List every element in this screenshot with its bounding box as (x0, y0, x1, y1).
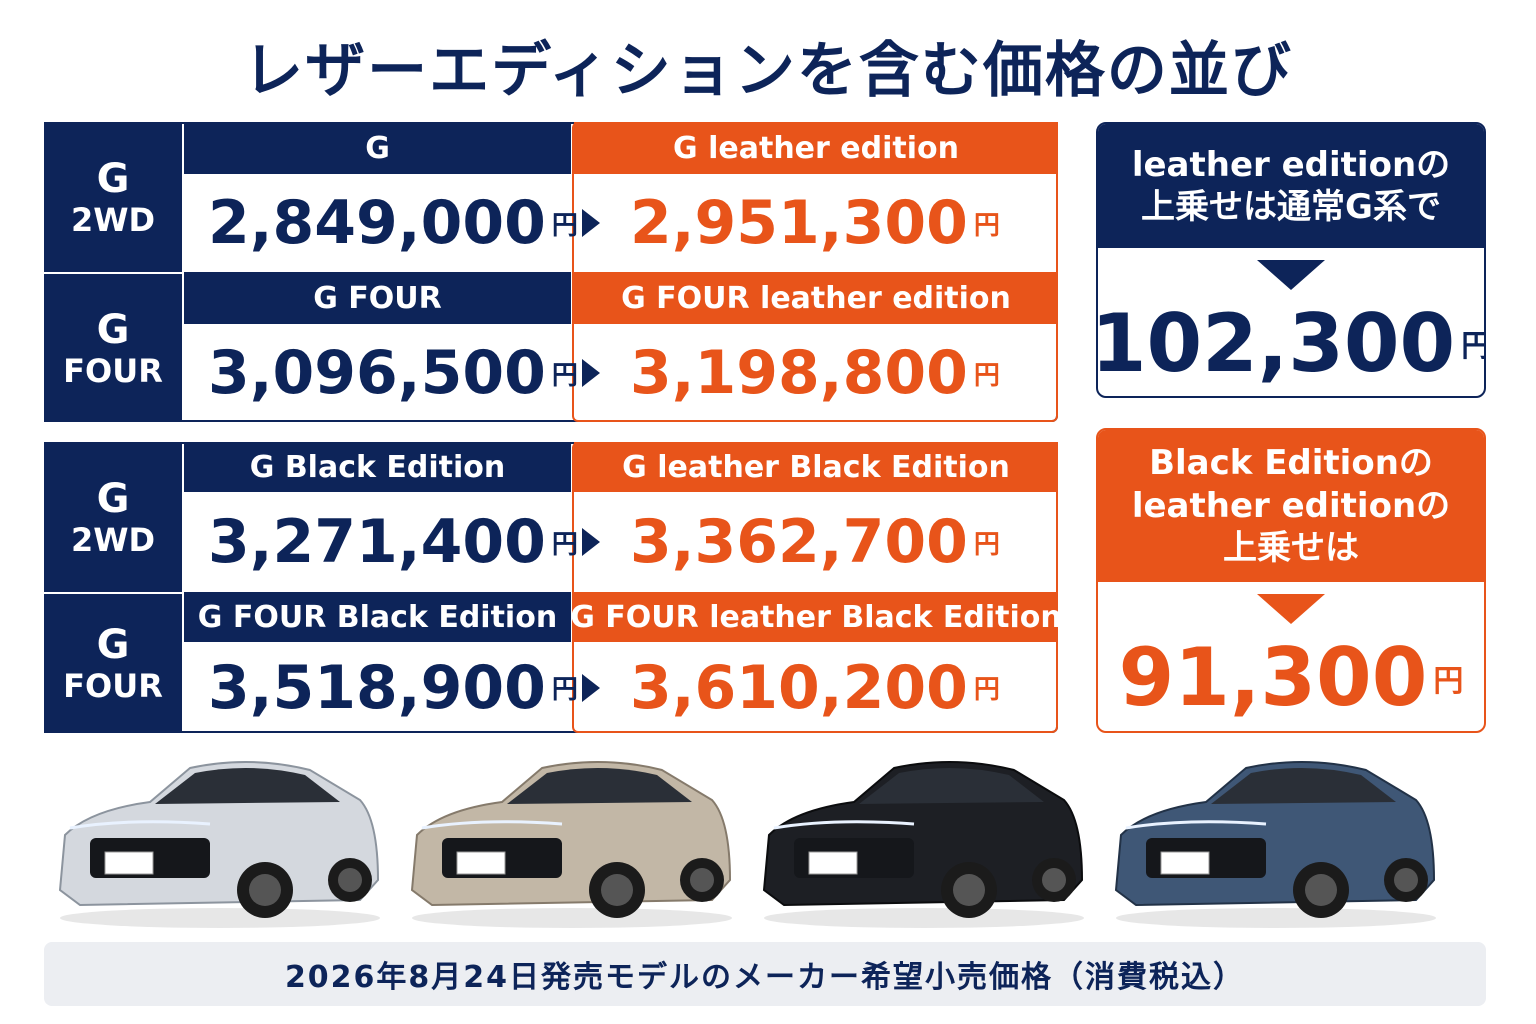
car-part (1394, 868, 1418, 892)
car-part (1160, 851, 1210, 875)
arrow (582, 209, 600, 237)
car-part (1125, 820, 1267, 830)
price-unit: 円 (973, 210, 1000, 241)
row-label-line: G (96, 475, 130, 522)
car-part (155, 767, 340, 804)
price-unit: 円 (551, 360, 578, 391)
car-part (249, 874, 281, 906)
price-value: 3,362,700 (630, 507, 968, 577)
price-unit: 円 (551, 529, 578, 560)
car-part (1042, 868, 1066, 892)
footer: 2026年8月24日発売モデルのメーカー希望小売価格（消費税込） (44, 942, 1486, 1006)
price-value: 3,610,200 (630, 652, 968, 723)
row-label: G 2WD (44, 122, 182, 272)
down-arrow (1257, 260, 1325, 290)
side-box-heading: leather editionの 上乗せは通常G系で (1098, 124, 1484, 248)
row-label-line: 2WD (70, 200, 156, 239)
side-box-heading: Black Editionの leather editionの 上乗せは (1098, 430, 1484, 582)
leather-price: 3,610,200 円 (630, 642, 1000, 733)
car-part (412, 908, 732, 928)
row-label: G FOUR (44, 592, 182, 733)
arrow (582, 673, 600, 702)
price-unit: 円 (973, 529, 1000, 560)
car-part (421, 820, 563, 830)
base-price: 3,271,400 円 (208, 492, 578, 592)
car-part (1305, 874, 1337, 906)
row-label-line: G (96, 306, 130, 353)
arrow (582, 359, 600, 387)
car-part (1116, 908, 1436, 928)
car-part (601, 874, 633, 906)
title: レザーエディションを含む価格の並び (243, 36, 1293, 106)
car-part (1211, 767, 1396, 804)
side-amount: 91,300 円 (1098, 624, 1484, 731)
amount-unit: 円 (1461, 321, 1484, 365)
arrow (582, 528, 600, 556)
leather-header: G leather Black Edition (574, 442, 1058, 492)
car-part (60, 908, 380, 928)
side-box-line: 上乗せは (1223, 528, 1359, 569)
base-price: 2,849,000 円 (208, 174, 578, 272)
base-price: 3,518,900 円 (208, 642, 578, 733)
car-part (456, 851, 506, 875)
car-part (764, 908, 1084, 928)
base-header: G (184, 122, 571, 174)
leather-header: G leather edition (574, 122, 1058, 174)
leather-price: 2,951,300 円 (630, 174, 1000, 272)
row-label: G 2WD (44, 442, 182, 592)
side-box-line: 上乗せは通常G系で (1141, 187, 1441, 227)
row-label-line: G (96, 155, 130, 202)
down-arrow (1257, 594, 1325, 624)
row-label-line: G (96, 622, 130, 669)
car-part (507, 767, 692, 804)
price-value: 2,951,300 (630, 188, 968, 258)
leather-header: G FOUR leather edition (574, 272, 1058, 324)
price-unit: 円 (551, 210, 578, 241)
amount-value: 102,300 (1096, 296, 1456, 390)
row-label-line: FOUR (63, 667, 163, 706)
car-part (690, 868, 714, 892)
leather-header: G FOUR leather Black Edition (570, 592, 1062, 642)
base-header: G FOUR Black Edition (184, 592, 571, 642)
row-label-line: FOUR (63, 351, 163, 390)
car-part (808, 851, 858, 875)
side-box-line: leather editionの (1131, 485, 1451, 526)
price-value: 3,271,400 (208, 507, 546, 577)
base-header: G Black Edition (184, 442, 571, 492)
base-price: 3,096,500 円 (208, 324, 578, 422)
car-part (104, 851, 154, 875)
amount-value: 91,300 (1118, 631, 1428, 724)
price-unit: 円 (551, 675, 578, 705)
leather-price: 3,198,800 円 (630, 324, 1000, 422)
price-value: 2,849,000 (208, 188, 546, 258)
car-part (338, 868, 362, 892)
car-part (859, 767, 1044, 804)
price-unit: 円 (973, 360, 1000, 391)
leather-price: 3,362,700 円 (630, 492, 1000, 592)
price-value: 3,518,900 (208, 652, 546, 723)
side-box: Black Editionの leather editionの 上乗せは 91,300… (1096, 428, 1486, 733)
row-label: G FOUR (44, 272, 182, 422)
base-header: G FOUR (184, 272, 571, 324)
car-part (69, 820, 211, 830)
price-value: 3,096,500 (208, 338, 546, 408)
row-label-line: 2WD (70, 520, 156, 559)
price-unit: 円 (973, 675, 1000, 705)
price-value: 3,198,800 (630, 338, 968, 408)
car-part (773, 820, 915, 830)
side-box-line: Black Editionの (1149, 443, 1433, 484)
car-images (58, 761, 1436, 928)
side-box-line: leather editionの (1131, 144, 1451, 185)
car-part (953, 874, 985, 906)
amount-unit: 円 (1433, 663, 1464, 699)
